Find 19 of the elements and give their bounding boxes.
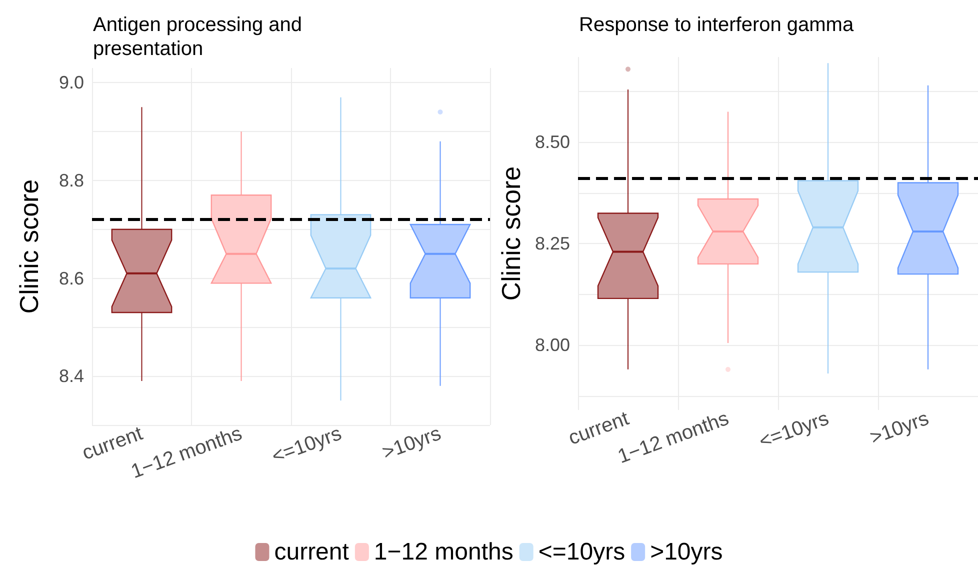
x-tick-label: <=10yrs: [269, 422, 345, 468]
y-tick-label: 9.0: [58, 72, 84, 93]
legend-label: >10yrs: [650, 538, 723, 566]
legend-label: <=10yrs: [538, 538, 626, 566]
y-tick-label: 8.4: [58, 366, 84, 386]
y-tick-label: 8.50: [534, 132, 570, 152]
y-axis-title: Clinic score: [496, 166, 526, 301]
y-tick-label: 8.8: [58, 170, 84, 190]
y-axis-title: Clinic score: [14, 179, 44, 314]
x-tick-label: >10yrs: [867, 408, 932, 450]
x-tick-label: >10yrs: [380, 422, 444, 464]
y-tick-label: 8.00: [534, 335, 570, 356]
y-tick-label: 8.6: [58, 268, 84, 288]
chart-title: Antigen processing and presentation: [93, 14, 308, 60]
x-tick-label: <=10yrs: [756, 408, 832, 454]
chart-title: Response to interferon gamma: [579, 14, 854, 36]
legend-label: 1−12 months: [374, 538, 514, 566]
y-tick-label: 8.25: [534, 234, 570, 254]
legend-label: current: [274, 538, 350, 566]
